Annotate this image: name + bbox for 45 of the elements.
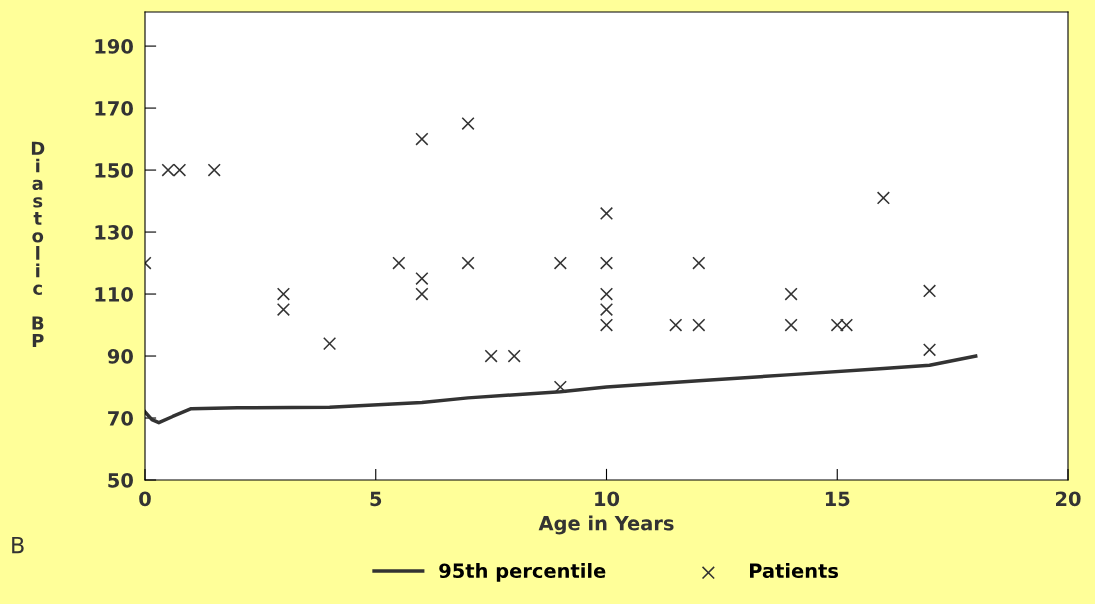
- point: [415, 271, 429, 286]
- point: [784, 287, 798, 301]
- point: [876, 191, 890, 205]
- point: [415, 287, 429, 301]
- point: [276, 287, 291, 301]
- point: [692, 318, 706, 332]
- point: [922, 284, 937, 298]
- point: [392, 256, 406, 270]
- x-tick-label: 0: [139, 491, 151, 507]
- point: [784, 318, 798, 332]
- point: [323, 337, 337, 351]
- legend-label: Patients: [750, 563, 839, 579]
- x-tick-label: 20: [1056, 491, 1081, 507]
- y-tick-label: 150: [95, 163, 133, 178]
- y-tick-label: 190: [95, 39, 133, 54]
- point: [599, 287, 614, 301]
- point: [692, 256, 706, 270]
- y-tick-label: 50: [108, 472, 133, 488]
- x-axis-title: Age in Years: [538, 515, 674, 535]
- point: [276, 302, 291, 317]
- x-tick-label: 10: [595, 491, 620, 507]
- text: Diastolic BP: [31, 141, 45, 348]
- legend-label: 95th percentile: [439, 563, 606, 582]
- point: [484, 349, 498, 363]
- point: [922, 343, 937, 357]
- point: [599, 302, 614, 317]
- y-tick-label: 90: [107, 348, 133, 364]
- point: [507, 349, 521, 363]
- point: [207, 163, 221, 177]
- point: [461, 117, 475, 131]
- x-tick-label: 15: [825, 491, 850, 507]
- point: [669, 318, 683, 332]
- point: [599, 318, 614, 332]
- line-series: [145, 354, 978, 425]
- point: [415, 132, 429, 146]
- y-tick-label: 70: [108, 410, 133, 426]
- y-tick-label: 110: [95, 287, 133, 302]
- x-tick-label: 5: [370, 491, 382, 507]
- y-tick-label: 170: [95, 101, 133, 116]
- point: [599, 256, 614, 270]
- y-tick-label: 130: [95, 225, 133, 240]
- point: [599, 206, 614, 221]
- text: B: [12, 536, 24, 554]
- point: [461, 256, 475, 270]
- point: [553, 256, 567, 270]
